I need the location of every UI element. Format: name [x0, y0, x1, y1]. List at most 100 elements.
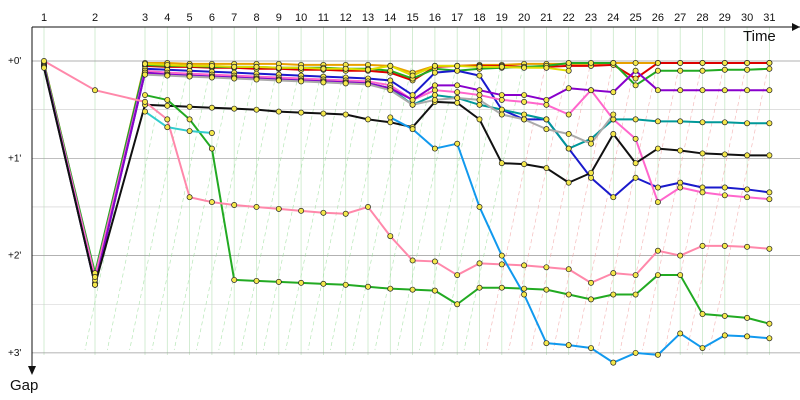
- data-point: [298, 78, 305, 85]
- data-point: [521, 116, 528, 123]
- data-point: [387, 233, 394, 240]
- data-point: [431, 69, 438, 76]
- data-point: [387, 114, 394, 121]
- data-point: [164, 96, 171, 103]
- data-point: [498, 111, 505, 118]
- data-point: [699, 242, 706, 249]
- data-point: [476, 260, 483, 267]
- x-axis-title: Time: [743, 28, 776, 45]
- x-tick-label: 25: [629, 12, 641, 24]
- x-tick-label: 28: [696, 12, 708, 24]
- data-point: [744, 59, 751, 66]
- data-point: [543, 64, 550, 71]
- data-point: [632, 160, 639, 167]
- x-tick-label: 19: [496, 12, 508, 24]
- data-point: [454, 62, 461, 69]
- data-point: [231, 63, 238, 70]
- data-point: [186, 62, 193, 69]
- data-point: [543, 286, 550, 293]
- data-point: [654, 247, 661, 254]
- data-point: [454, 99, 461, 106]
- data-point: [654, 59, 661, 66]
- data-point: [521, 285, 528, 292]
- x-tick-label: 7: [231, 12, 237, 24]
- data-point: [565, 131, 572, 137]
- x-tick-label: 23: [585, 12, 597, 24]
- data-point: [320, 65, 327, 72]
- data-point: [275, 205, 282, 212]
- data-point: [387, 87, 394, 94]
- guide-diagonal: [463, 60, 525, 351]
- data-point: [699, 59, 706, 66]
- guide-diagonal: [642, 60, 703, 351]
- data-point: [476, 96, 483, 103]
- data-point: [365, 116, 371, 123]
- data-point: [387, 67, 394, 74]
- x-tick-label: 5: [187, 12, 193, 24]
- data-point: [454, 82, 461, 89]
- data-point: [766, 87, 773, 94]
- data-point: [498, 252, 505, 259]
- data-point: [521, 291, 528, 298]
- series-line: [43, 61, 770, 277]
- data-point: [409, 101, 416, 108]
- data-point: [164, 61, 171, 68]
- data-point: [431, 145, 438, 152]
- data-point: [588, 59, 594, 66]
- data-point: [275, 77, 282, 84]
- data-point: [610, 131, 617, 137]
- series-line: [144, 73, 615, 145]
- x-tick-label: 2: [92, 12, 98, 24]
- data-point: [431, 96, 438, 103]
- data-point: [699, 119, 706, 126]
- guide-diagonal: [552, 60, 614, 351]
- data-point: [476, 101, 483, 108]
- x-tick-label: 29: [719, 12, 731, 24]
- data-point: [92, 274, 98, 280]
- guide-diagonal: [441, 60, 503, 351]
- data-point: [588, 140, 594, 147]
- data-point: [409, 126, 416, 133]
- data-point: [231, 202, 238, 208]
- data-point: [164, 102, 171, 109]
- data-point: [454, 301, 461, 308]
- data-point: [521, 111, 528, 118]
- x-tick-label: 4: [164, 12, 170, 24]
- data-point: [409, 92, 416, 99]
- data-point: [654, 272, 661, 279]
- data-point: [766, 59, 773, 66]
- data-point: [632, 82, 639, 89]
- y-axis-title: Gap: [10, 377, 38, 394]
- data-point: [521, 98, 528, 105]
- data-point: [543, 264, 550, 271]
- x-tick-label: 30: [741, 12, 753, 24]
- guide-diagonal: [173, 60, 235, 351]
- data-point: [521, 64, 528, 71]
- data-point: [588, 279, 594, 286]
- data-point: [565, 342, 572, 349]
- data-point: [721, 151, 728, 158]
- data-point: [521, 161, 528, 168]
- data-point: [677, 252, 684, 259]
- data-point: [431, 287, 438, 294]
- data-point: [92, 281, 98, 288]
- x-tick-label: 18: [473, 12, 485, 24]
- data-point: [476, 203, 483, 210]
- guide-diagonal: [686, 60, 748, 351]
- data-point: [766, 335, 773, 342]
- x-tick-label: 6: [209, 12, 215, 24]
- data-point: [253, 277, 260, 284]
- x-tick-label: 10: [295, 12, 307, 24]
- guide-diagonal: [151, 60, 213, 351]
- data-point: [654, 118, 661, 125]
- x-tick-label: 24: [607, 12, 619, 24]
- axes: Time Gap: [10, 23, 800, 394]
- x-tick-label: 11: [318, 12, 329, 24]
- data-point: [632, 59, 639, 66]
- data-point: [610, 359, 617, 366]
- data-point: [699, 67, 706, 74]
- data-point: [253, 76, 260, 83]
- guide-diagonal: [285, 60, 347, 351]
- guide-lines: [84, 60, 770, 351]
